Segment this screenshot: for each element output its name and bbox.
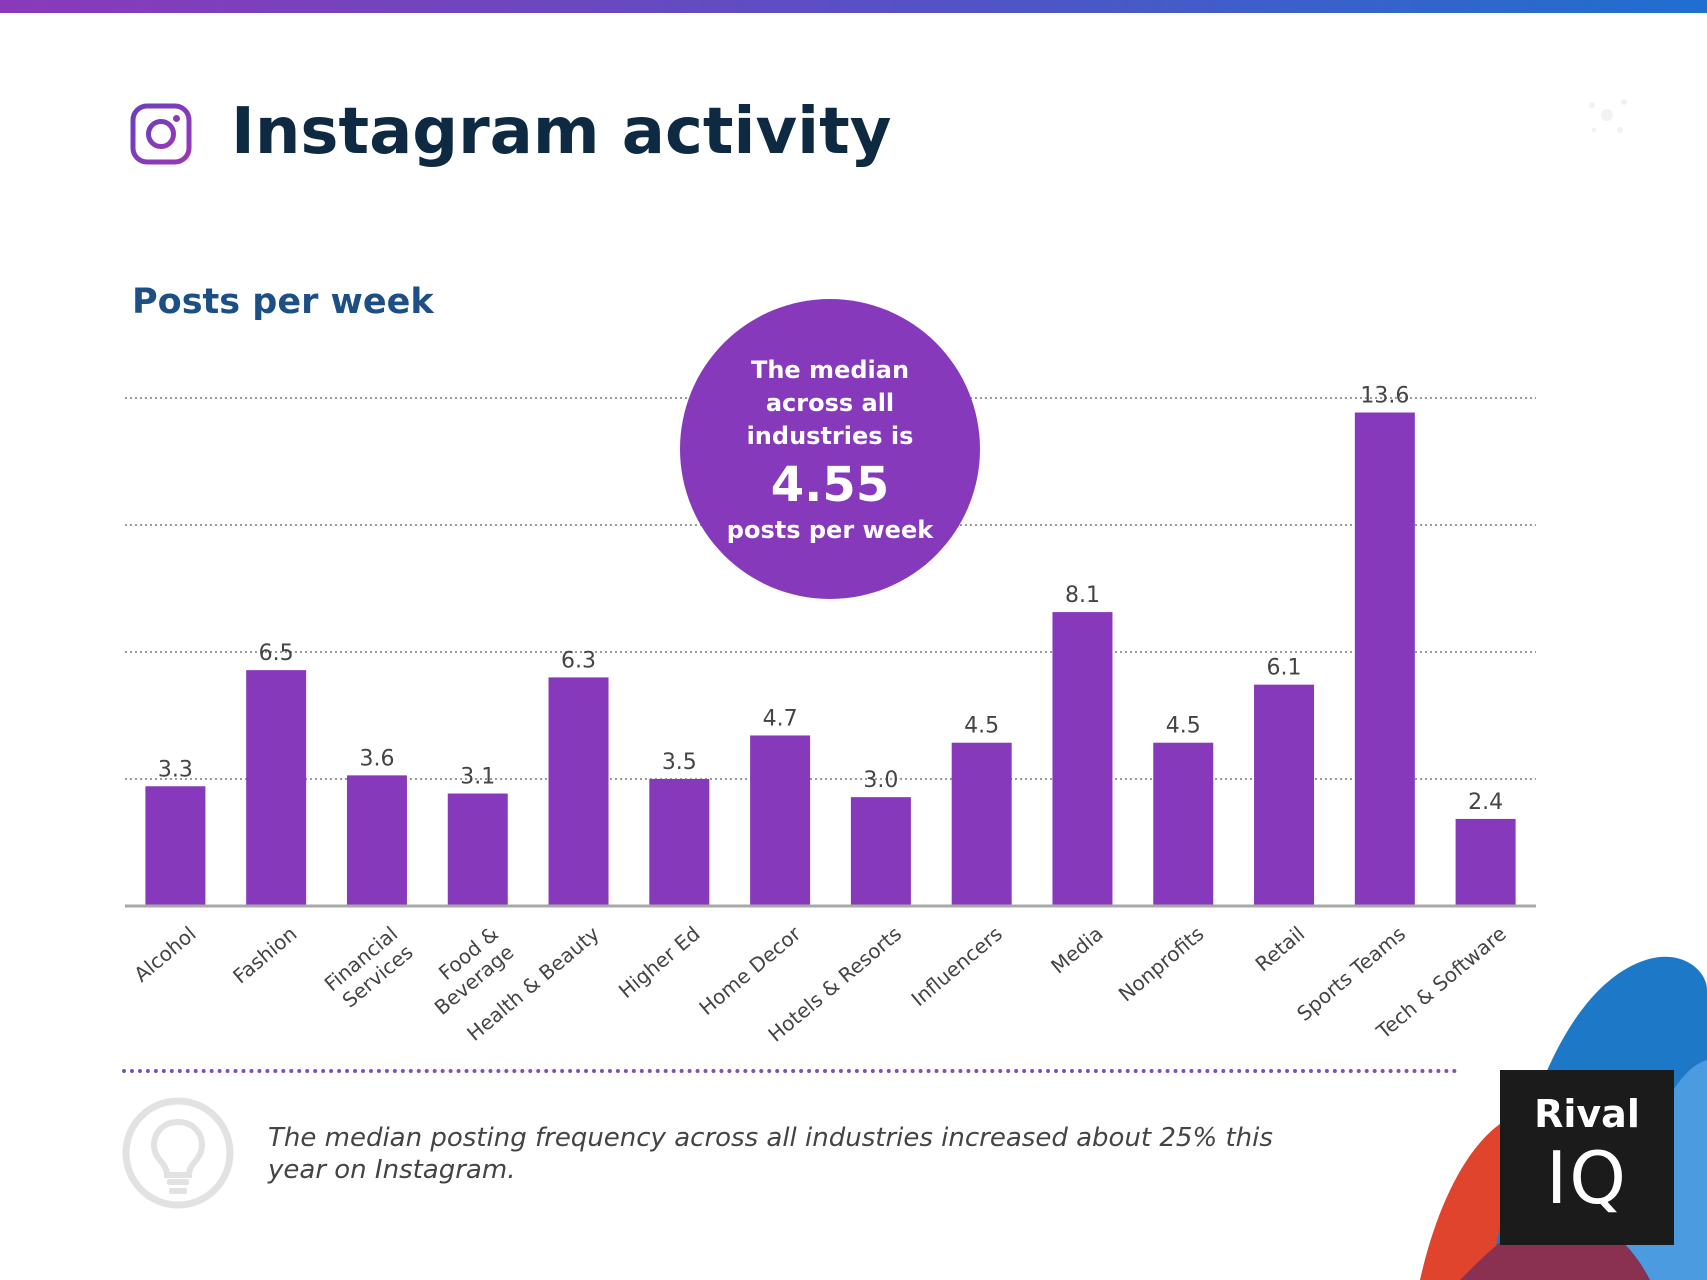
lightbulb-icon	[122, 1097, 234, 1209]
median-callout-text: The median across all industries is	[746, 356, 914, 450]
bar	[1254, 684, 1315, 906]
bar-value-label: 4.7	[763, 706, 798, 731]
x-tick-label: Nonprofits	[1114, 921, 1209, 1006]
bar	[346, 775, 407, 906]
bar	[649, 779, 710, 906]
bar	[145, 786, 206, 906]
bar	[1354, 412, 1415, 906]
bar-value-label: 8.1	[1065, 583, 1100, 608]
bar-value-label: 6.3	[561, 648, 596, 673]
median-callout-unit: posts per week	[726, 516, 934, 544]
bar-value-label: 6.5	[259, 641, 294, 666]
bar	[1455, 818, 1516, 906]
x-tick-label-line: Retail	[1251, 921, 1310, 976]
bar-value-label: 3.5	[662, 750, 697, 775]
bar	[246, 670, 307, 906]
bar-value-label: 4.5	[1166, 714, 1201, 739]
x-tick-label: Home Decor	[694, 921, 805, 1020]
x-tick-label-line: Media	[1046, 921, 1107, 978]
bar-value-label: 3.6	[359, 746, 394, 771]
x-tick-label-line: Nonprofits	[1114, 921, 1209, 1006]
median-callout: The median across all industries is 4.55…	[680, 299, 980, 599]
x-tick-label-line: Fashion	[228, 921, 301, 988]
sparkle-icon	[1589, 99, 1627, 133]
bar-value-label: 6.1	[1267, 656, 1302, 681]
x-tick-label-line: Home Decor	[694, 921, 805, 1020]
bar	[750, 735, 811, 906]
bar	[1153, 742, 1214, 906]
x-tick-label: Fashion	[228, 921, 301, 988]
bar	[548, 677, 609, 906]
bar-value-label: 2.4	[1468, 790, 1503, 815]
bar	[447, 793, 508, 906]
x-tick-label: Alcohol	[129, 921, 200, 986]
instagram-icon	[130, 103, 192, 165]
bar	[951, 742, 1012, 906]
x-tick-label: Media	[1046, 921, 1107, 978]
bar-value-label: 3.0	[863, 768, 898, 793]
median-callout-value: 4.55	[770, 457, 890, 513]
x-tick-label: Influencers	[907, 921, 1007, 1011]
logo-text-top: Rival	[1534, 1092, 1640, 1136]
page-title: Instagram activity	[231, 95, 892, 169]
bar-value-label: 13.6	[1360, 384, 1409, 409]
x-tick-label: Higher Ed	[614, 921, 705, 1002]
x-tick-label: Retail	[1251, 921, 1310, 976]
chart-title: Posts per week	[132, 282, 434, 322]
x-tick-label-line: Influencers	[907, 921, 1007, 1011]
logo-text-bottom: IQ	[1546, 1136, 1628, 1220]
x-tick-label-line: Alcohol	[129, 921, 200, 986]
section-divider	[122, 1069, 1458, 1073]
x-tick-label: FinancialServices	[320, 921, 418, 1014]
bar-value-label: 4.5	[964, 714, 999, 739]
rival-iq-logo: Rival IQ	[1500, 1070, 1674, 1245]
bar	[850, 797, 911, 906]
bar-value-label: 3.1	[460, 765, 495, 790]
bar-value-label: 3.3	[158, 757, 193, 782]
tip-text: The median posting frequency across all …	[268, 1123, 1273, 1185]
bar	[1052, 612, 1113, 906]
top-gradient-bar	[0, 0, 1707, 13]
x-tick-label-line: Higher Ed	[614, 921, 705, 1002]
